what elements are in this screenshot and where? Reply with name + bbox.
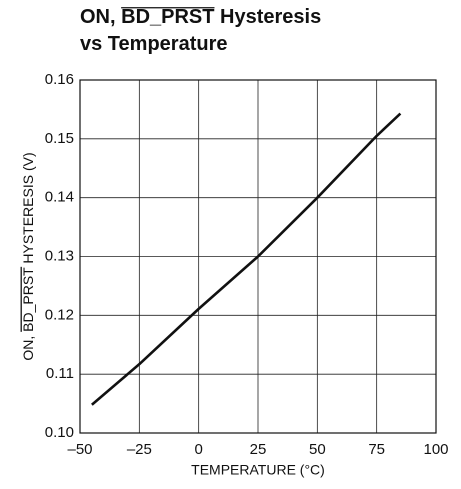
y-axis-label-part: BD_PRST	[20, 267, 36, 332]
y-tick-label: 0.16	[45, 71, 74, 88]
x-axis-label: TEMPERATURE (°C)	[191, 462, 325, 478]
x-tick-label: –50	[67, 441, 92, 458]
chart-title: vs Temperature	[80, 33, 227, 55]
plot-frame	[79, 79, 437, 434]
y-tick-label: 0.14	[45, 189, 74, 206]
x-tick-label: –25	[127, 441, 152, 458]
chart-title-part: Hysteresis	[214, 6, 321, 28]
x-tick-label: 0	[194, 441, 202, 458]
y-tick-label: 0.12	[45, 306, 74, 323]
y-tick-label: 0.13	[45, 247, 74, 264]
chart-title-part: ON,	[80, 6, 121, 28]
y-tick-label: 0.11	[46, 365, 74, 382]
y-axis-label-group: ON, BD_PRST HYSTERESIS (V)	[20, 152, 36, 360]
line-series	[91, 112, 402, 406]
chart-title-part: vs Temperature	[80, 33, 227, 55]
chart-title-part: BD_PRST	[121, 6, 214, 28]
y-axis-label: ON, BD_PRST HYSTERESIS (V)	[20, 152, 36, 360]
y-axis-label-part: HYSTERESIS (V)	[20, 152, 36, 267]
x-tick-label: 100	[423, 441, 448, 458]
x-tick-label: 25	[250, 441, 267, 458]
chart-title: ON, BD_PRST Hysteresis	[80, 6, 321, 28]
x-tick-label: 50	[309, 441, 326, 458]
y-tick-label: 0.10	[45, 424, 74, 441]
x-tick-label: 75	[368, 441, 385, 458]
y-tick-label: 0.15	[45, 130, 74, 147]
y-axis-label-part: ON,	[20, 332, 36, 361]
